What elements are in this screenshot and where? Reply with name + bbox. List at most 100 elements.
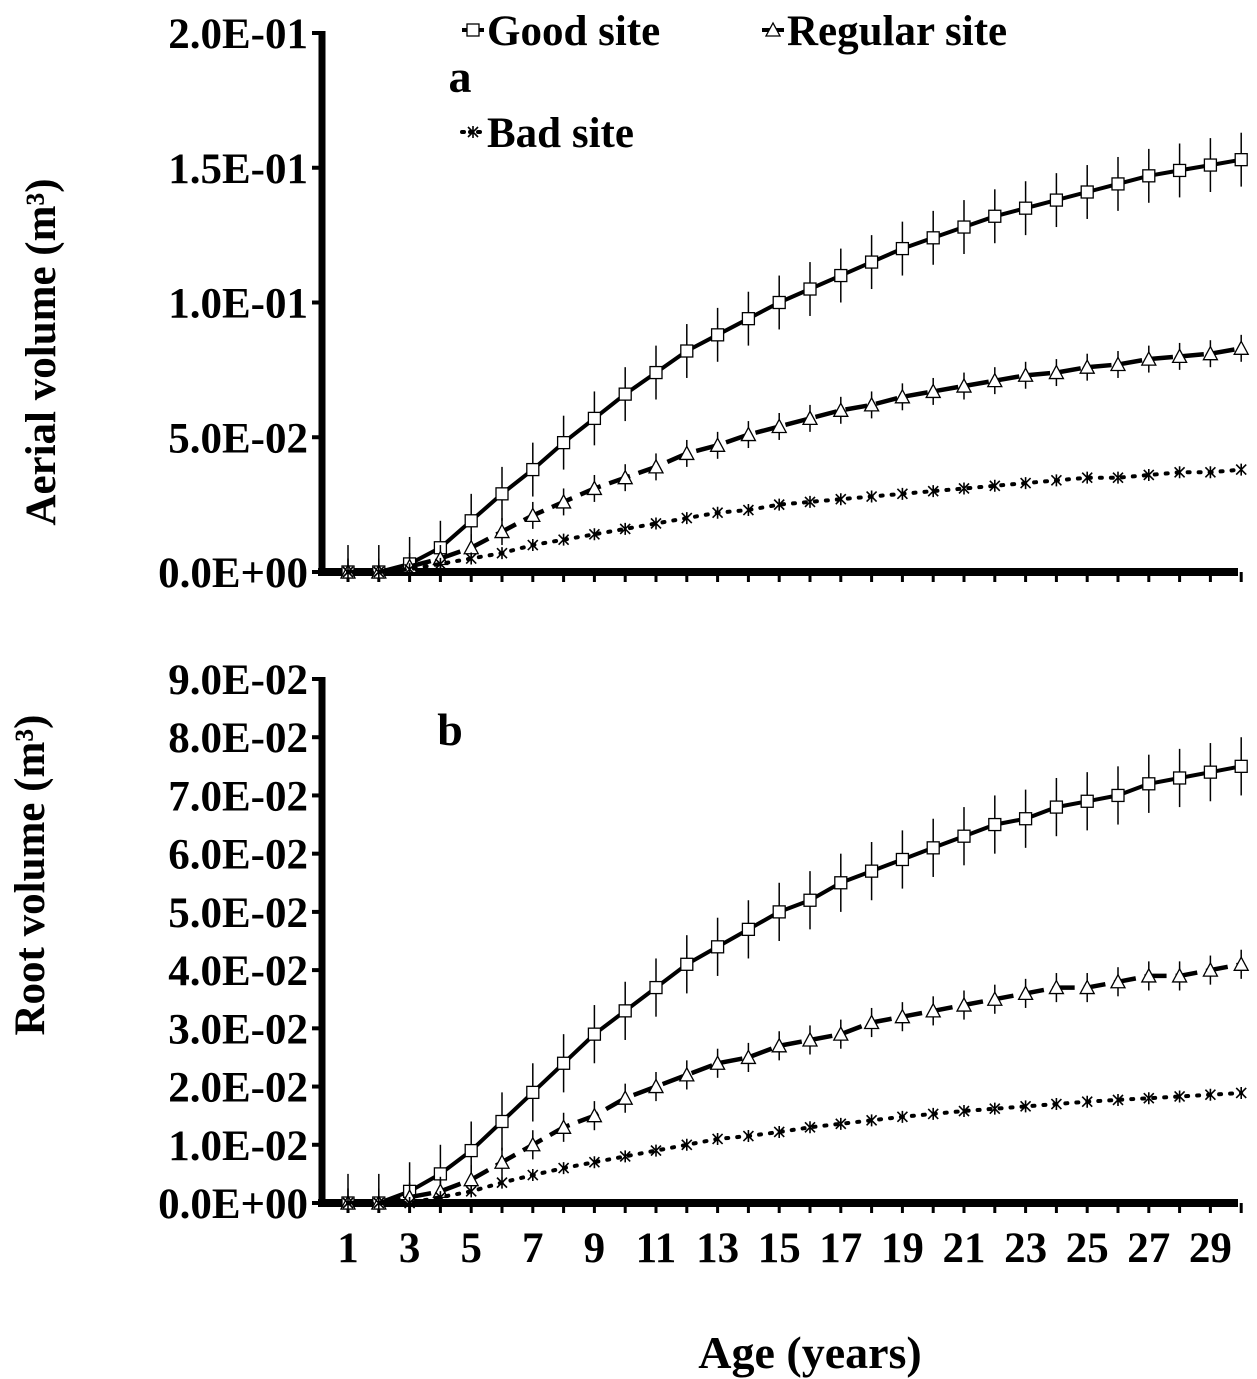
data-point: [1235, 1086, 1247, 1099]
data-point: [709, 1054, 726, 1070]
data-point: [434, 1191, 446, 1204]
x-tick-label: 21: [943, 1225, 986, 1272]
data-point: [464, 514, 478, 528]
data-point: [496, 547, 508, 560]
data-point: [465, 1185, 477, 1198]
data-point: [342, 566, 354, 578]
legend-entry: Good site: [462, 8, 660, 55]
data-point: [1140, 967, 1157, 983]
series-line: [348, 764, 1242, 1205]
data-point: [1171, 348, 1188, 364]
data-point: [772, 295, 786, 310]
x-tick-label: 1: [337, 1225, 359, 1272]
data-point: [989, 1102, 1001, 1115]
data-point: [958, 482, 970, 495]
data-point: [619, 1150, 631, 1163]
data-point: [988, 209, 1002, 223]
legend-label: Regular site: [787, 8, 1007, 55]
data-point: [835, 493, 847, 506]
x-tick-label: 27: [1127, 1225, 1170, 1272]
data-point: [1172, 163, 1187, 178]
legend-label: Bad site: [487, 110, 634, 157]
data-point: [588, 528, 600, 541]
data-point: [1079, 979, 1096, 995]
data-point: [1111, 177, 1125, 191]
x-tick-label: 19: [881, 1225, 924, 1272]
data-point: [863, 1014, 880, 1030]
data-point: [681, 1138, 693, 1151]
x-tick-label: 7: [522, 1225, 544, 1272]
data-point: [741, 312, 756, 326]
data-point: [1017, 985, 1034, 1001]
data-point: [1234, 153, 1248, 167]
legend: Good site Regular site Bad site: [460, 8, 1007, 157]
data-point: [526, 1085, 540, 1100]
data-point: [1109, 356, 1127, 372]
data-point: [773, 498, 785, 511]
data-point: [1171, 967, 1188, 983]
data-point: [1143, 1092, 1155, 1105]
data-point: [986, 990, 1003, 1006]
data-point: [1081, 471, 1093, 484]
data-point: [957, 220, 971, 234]
data-point: [1080, 794, 1094, 808]
data-point: [957, 829, 971, 843]
data-point: [555, 1118, 572, 1134]
data-point: [801, 1031, 819, 1047]
data-point: [804, 495, 816, 508]
data-point: [771, 418, 788, 434]
data-point: [678, 445, 695, 461]
data-point: [989, 479, 1001, 492]
data-point: [986, 372, 1003, 388]
data-point: [404, 1197, 416, 1209]
data-point: [558, 1162, 570, 1175]
legend-entry: Regular site: [762, 8, 1007, 55]
data-point: [1172, 771, 1187, 785]
data-point: [741, 922, 756, 937]
data-point: [1048, 364, 1065, 380]
data-point: [649, 980, 663, 995]
data-point: [866, 490, 878, 503]
data-point: [832, 1025, 849, 1041]
data-point: [1235, 463, 1247, 476]
data-point: [373, 1197, 385, 1209]
data-point: [678, 1066, 695, 1082]
data-point: [864, 864, 879, 878]
y-tick-label: 1.0E-02: [168, 1123, 308, 1170]
data-point: [773, 1125, 785, 1138]
data-point: [1234, 759, 1248, 773]
y-tick-label: 8.0E-02: [168, 715, 308, 762]
data-point: [556, 1056, 571, 1070]
panel-label: b: [437, 704, 463, 755]
data-point: [465, 552, 477, 565]
series-line: [346, 467, 1244, 574]
panel-label: a: [449, 51, 472, 102]
chart-panel-b: 0.0E+00 1.0E-02 2.0E-02 3.0E-02 4.0E-02 5.0E-…: [7, 657, 1250, 1228]
x-axis-title: Age (years): [698, 1327, 922, 1378]
data-point: [927, 1107, 939, 1120]
data-point: [649, 365, 663, 380]
data-point: [1079, 358, 1096, 374]
data-point: [740, 1049, 757, 1065]
data-point: [772, 905, 786, 919]
data-point: [1174, 466, 1186, 479]
data-point: [650, 517, 662, 530]
data-point: [1174, 1090, 1186, 1103]
series-line: [346, 1091, 1244, 1205]
data-point: [586, 1107, 603, 1123]
data-point: [894, 388, 911, 404]
data-point: [1143, 468, 1155, 481]
data-point: [434, 557, 446, 570]
x-tick-labels: 1 3 5 7 9 11 13 15 17 19 21 23 25 27 29: [337, 1225, 1232, 1272]
data-point: [712, 1132, 724, 1145]
data-point: [955, 996, 973, 1012]
data-point: [1112, 1093, 1124, 1106]
data-point: [1049, 800, 1064, 814]
series-regular-site: [339, 949, 1250, 1210]
data-point: [895, 852, 910, 867]
y-tick-label: 0.0E+00: [158, 1181, 308, 1228]
data-point: [803, 893, 817, 907]
data-point: [1112, 471, 1124, 484]
data-point: [373, 566, 385, 578]
data-point: [834, 876, 848, 890]
